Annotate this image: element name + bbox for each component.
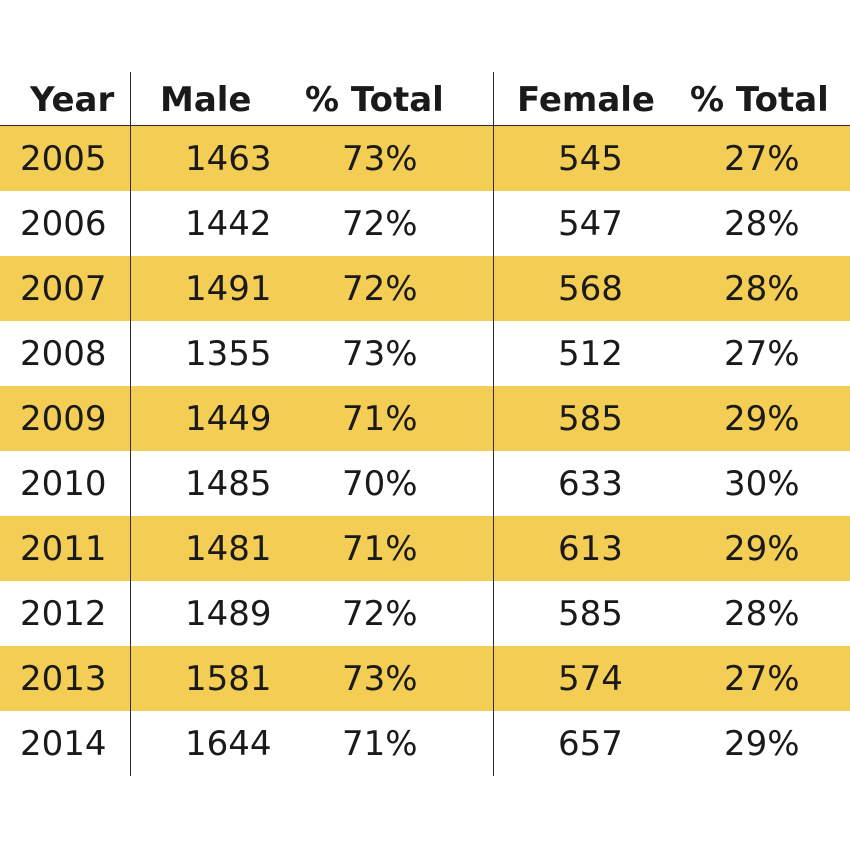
cell-female-percent: 30% xyxy=(724,463,800,504)
header-male: Male xyxy=(160,80,252,120)
table-row: 2006 1442 72% 547 28% xyxy=(0,191,850,256)
cell-male-percent: 72% xyxy=(342,593,418,634)
cell-female: 613 xyxy=(558,528,623,569)
cell-female: 568 xyxy=(558,268,623,309)
header-year: Year xyxy=(30,80,115,120)
table-row: 2007 1491 72% 568 28% xyxy=(0,256,850,321)
cell-year: 2011 xyxy=(20,528,107,569)
cell-male-percent: 72% xyxy=(342,203,418,244)
cell-female-percent: 29% xyxy=(724,528,800,569)
cell-female: 547 xyxy=(558,203,623,244)
header-female: Female xyxy=(517,80,655,120)
cell-female-percent: 29% xyxy=(724,398,800,439)
cell-female-percent: 29% xyxy=(724,723,800,764)
table-row: 2010 1485 70% 633 30% xyxy=(0,451,850,516)
table-row: 2011 1481 71% 613 29% xyxy=(0,516,850,581)
cell-female-percent: 28% xyxy=(724,268,800,309)
cell-male-percent: 72% xyxy=(342,268,418,309)
data-table: Year Male % Total Female % Total 2005 146… xyxy=(0,70,850,776)
cell-male-percent: 71% xyxy=(342,528,418,569)
cell-year: 2010 xyxy=(20,463,107,504)
cell-year: 2006 xyxy=(20,203,107,244)
header-female-percent-total: % Total xyxy=(690,80,829,120)
cell-year: 2007 xyxy=(20,268,107,309)
table-row: 2014 1644 71% 657 29% xyxy=(0,711,850,776)
cell-female: 512 xyxy=(558,333,623,374)
cell-year: 2013 xyxy=(20,658,107,699)
cell-male: 1463 xyxy=(185,138,272,179)
cell-male-percent: 71% xyxy=(342,723,418,764)
cell-year: 2009 xyxy=(20,398,107,439)
cell-year: 2014 xyxy=(20,723,107,764)
table-row: 2005 1463 73% 545 27% xyxy=(0,126,850,191)
cell-male-percent: 73% xyxy=(342,333,418,374)
cell-female: 545 xyxy=(558,138,623,179)
cell-male: 1481 xyxy=(185,528,272,569)
table-row: 2013 1581 73% 574 27% xyxy=(0,646,850,711)
cell-year: 2005 xyxy=(20,138,107,179)
cell-male: 1449 xyxy=(185,398,272,439)
cell-female-percent: 28% xyxy=(724,203,800,244)
cell-year: 2008 xyxy=(20,333,107,374)
cell-female-percent: 27% xyxy=(724,333,800,374)
cell-year: 2012 xyxy=(20,593,107,634)
cell-male: 1581 xyxy=(185,658,272,699)
cell-male: 1355 xyxy=(185,333,272,374)
table-row: 2012 1489 72% 585 28% xyxy=(0,581,850,646)
cell-female: 657 xyxy=(558,723,623,764)
cell-male-percent: 73% xyxy=(342,138,418,179)
cell-male-percent: 73% xyxy=(342,658,418,699)
column-divider-year xyxy=(130,72,131,776)
column-divider-gender xyxy=(493,72,494,776)
cell-female: 585 xyxy=(558,398,623,439)
cell-male: 1491 xyxy=(185,268,272,309)
table-row: 2008 1355 73% 512 27% xyxy=(0,321,850,386)
header-divider xyxy=(0,125,850,126)
cell-female: 574 xyxy=(558,658,623,699)
table-row: 2009 1449 71% 585 29% xyxy=(0,386,850,451)
cell-male-percent: 70% xyxy=(342,463,418,504)
table-body: 2005 1463 73% 545 27% 2006 1442 72% 547 28% 2007 14… xyxy=(0,126,850,776)
cell-female-percent: 28% xyxy=(724,593,800,634)
cell-male-percent: 71% xyxy=(342,398,418,439)
cell-male: 1644 xyxy=(185,723,272,764)
cell-male: 1442 xyxy=(185,203,272,244)
cell-male: 1489 xyxy=(185,593,272,634)
table-header-row: Year Male % Total Female % Total xyxy=(0,70,850,126)
header-male-percent-total: % Total xyxy=(305,80,444,120)
cell-female-percent: 27% xyxy=(724,658,800,699)
cell-male: 1485 xyxy=(185,463,272,504)
cell-female: 633 xyxy=(558,463,623,504)
cell-female-percent: 27% xyxy=(724,138,800,179)
cell-female: 585 xyxy=(558,593,623,634)
